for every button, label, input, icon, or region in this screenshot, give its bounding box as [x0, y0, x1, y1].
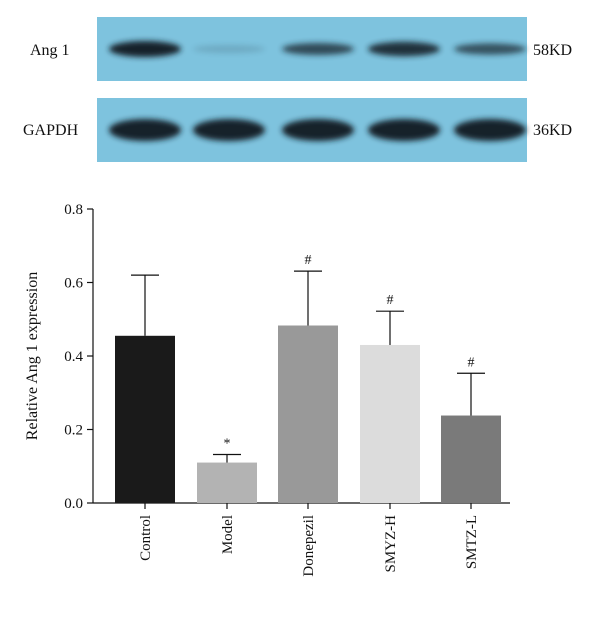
bar-donepezil	[278, 325, 338, 503]
x-tick-label: SMYZ-H	[383, 515, 399, 573]
bar-model	[197, 462, 257, 503]
y-tick-label: 0.8	[64, 202, 83, 218]
blot-band	[109, 41, 181, 57]
blot-band	[282, 43, 354, 55]
significance-marker: #	[468, 355, 475, 370]
x-tick-label: Model	[220, 515, 236, 554]
blot-band	[282, 119, 354, 141]
bar-smtz-l	[441, 415, 501, 503]
y-tick-label: 0.2	[64, 423, 83, 439]
bar-smyz-h	[360, 344, 420, 503]
x-tick-label: Donepezil	[301, 515, 317, 577]
significance-marker: #	[305, 253, 312, 268]
blot-band	[109, 119, 181, 141]
western-blot	[97, 17, 527, 162]
blot-band	[454, 119, 526, 141]
blot-label-ang1: Ang 1	[30, 42, 70, 59]
blot-label-gapdh: GAPDH	[23, 122, 79, 139]
y-tick-label: 0.6	[64, 276, 83, 292]
significance-marker: *	[224, 436, 231, 451]
y-axis-label: Relative Ang 1 expression	[24, 272, 41, 440]
bar-chart: Relative Ang 1 expression 0.0 0.2 0.4 0.6 0.…	[24, 202, 510, 577]
blot-band	[368, 119, 440, 141]
x-tick-label: SMTZ-L	[464, 515, 480, 569]
y-tick-label: 0.0	[64, 496, 83, 512]
blot-band	[193, 119, 265, 141]
blot-band	[368, 41, 440, 57]
blot-size-gapdh: 36KD	[533, 122, 573, 139]
bar-control	[115, 335, 175, 503]
significance-marker: #	[387, 293, 394, 308]
blot-band	[454, 43, 526, 55]
blot-size-ang1: 58KD	[533, 42, 573, 59]
x-tick-label: Control	[138, 515, 154, 561]
blot-band	[193, 45, 265, 53]
y-tick-label: 0.4	[64, 349, 83, 365]
